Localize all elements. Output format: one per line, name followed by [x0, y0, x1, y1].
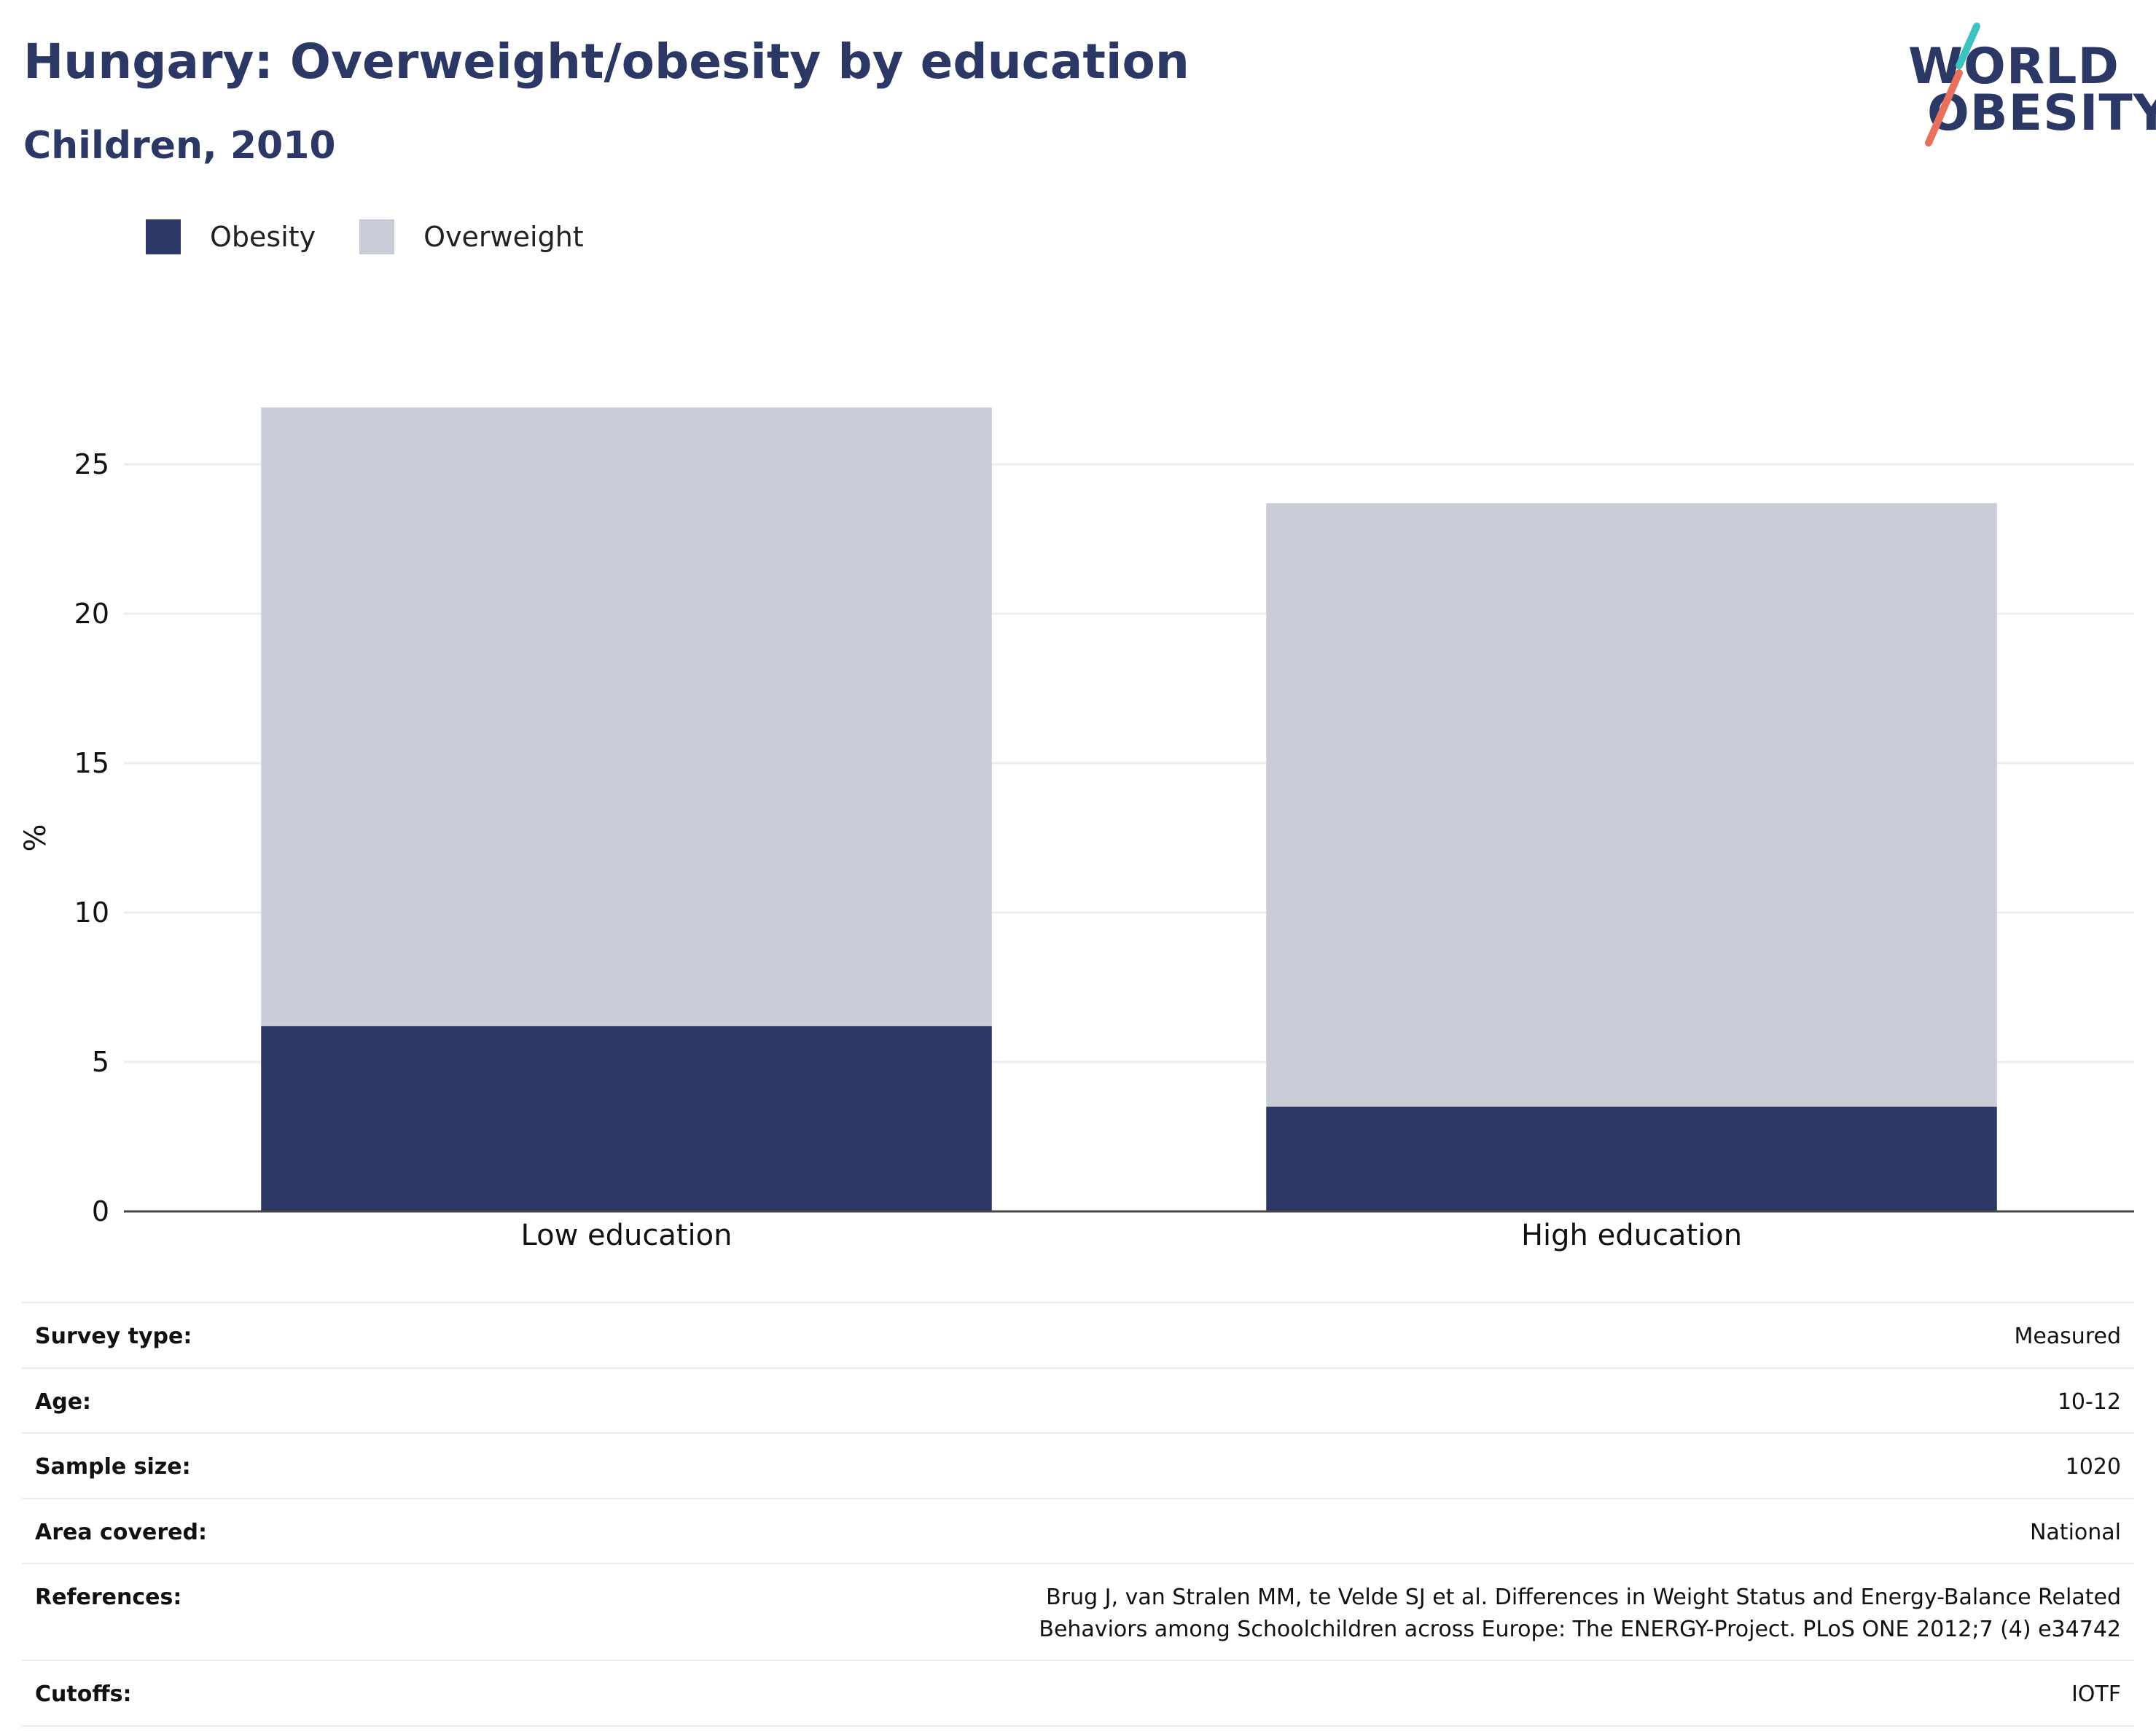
y-tick-label: 20	[74, 598, 109, 630]
info-value: Measured	[2014, 1324, 2121, 1349]
info-value: Brug J, van Stralen MM, te Velde SJ et a…	[1039, 1585, 2121, 1642]
info-label: References:	[35, 1585, 182, 1610]
logo-slash-icon	[1925, 23, 1980, 147]
info-value: 1020	[2065, 1454, 2121, 1480]
y-tick-label: 0	[92, 1195, 109, 1227]
world-obesity-logo: WORLD OBESITY	[1895, 20, 2156, 159]
bar-obesity-low-education[interactable]	[261, 1026, 992, 1211]
y-axis-label: %	[19, 824, 52, 851]
legend-label-obesity: Obesity	[210, 221, 316, 253]
legend-swatch-obesity	[146, 219, 181, 254]
x-tick-label: Low education	[521, 1219, 733, 1252]
legend-swatch-overweight	[359, 219, 395, 254]
logo-line-1: WORLD	[1908, 38, 2120, 95]
chart-subtitle: Children, 2010	[23, 124, 336, 168]
info-value: National	[2029, 1519, 2121, 1545]
legend-item-overweight[interactable]: Overweight	[359, 219, 584, 254]
bar-obesity-high-education[interactable]	[1266, 1106, 1997, 1212]
info-label: Cutoffs:	[35, 1682, 132, 1707]
info-row: Survey type: Measured	[22, 1303, 2134, 1368]
y-tick-label: 15	[74, 747, 109, 779]
info-label: Area covered:	[35, 1519, 207, 1545]
bar-chart: 0 5 10 15 20 25% Low education High education	[19, 407, 2134, 1252]
chart-title: Hungary: Overweight/obesity by education	[23, 34, 1190, 90]
info-value: 10-12	[2057, 1389, 2121, 1415]
legend-item-obesity[interactable]: Obesity	[146, 219, 316, 254]
bar-overweight-high-education[interactable]	[1266, 503, 1997, 1107]
info-row: Cutoffs: IOTF	[22, 1660, 2134, 1726]
survey-info-table: Survey type: Measured Age: 10-12 Sample size…	[22, 1302, 2134, 1727]
chart-legend: Obesity Overweight	[146, 219, 628, 255]
y-tick-label: 10	[74, 897, 109, 929]
y-tick-label: 25	[74, 448, 109, 480]
info-row: Age: 10-12	[22, 1367, 2134, 1434]
info-row: Sample size: 1020	[22, 1433, 2134, 1499]
info-label: Sample size:	[35, 1454, 191, 1480]
x-tick-label: High education	[1521, 1219, 1742, 1252]
info-row: Area covered: National	[22, 1498, 2134, 1564]
y-tick-label: 5	[92, 1046, 109, 1078]
info-row: References: Brug J, van Stralen MM, te Ve…	[22, 1563, 2134, 1660]
info-value: IOTF	[2071, 1682, 2121, 1707]
info-label: Age:	[35, 1389, 92, 1415]
info-label: Survey type:	[35, 1324, 192, 1349]
legend-label-overweight: Overweight	[423, 221, 584, 253]
logo-line-2: OBESITY	[1927, 85, 2156, 142]
bar-overweight-low-education[interactable]	[261, 407, 992, 1026]
